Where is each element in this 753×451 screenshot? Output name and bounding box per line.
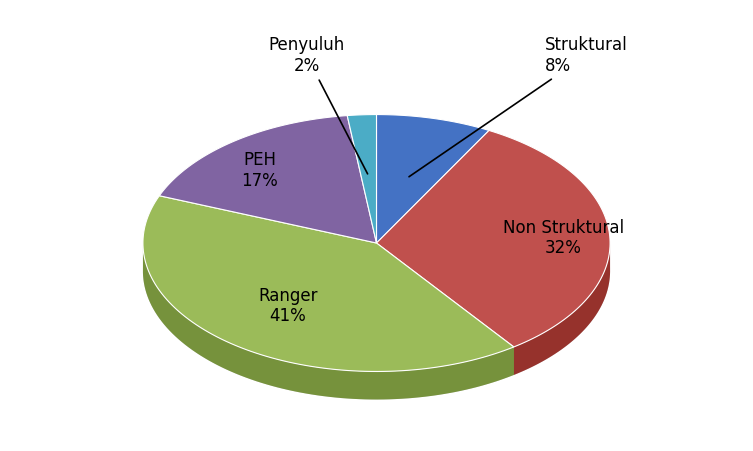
- Polygon shape: [160, 115, 376, 243]
- Polygon shape: [376, 243, 514, 375]
- Polygon shape: [347, 115, 376, 243]
- Text: Penyuluh
2%: Penyuluh 2%: [268, 36, 367, 174]
- Polygon shape: [376, 130, 610, 347]
- Polygon shape: [143, 245, 514, 400]
- Text: Ranger
41%: Ranger 41%: [258, 286, 318, 325]
- Polygon shape: [376, 115, 489, 243]
- Ellipse shape: [143, 143, 610, 400]
- Polygon shape: [143, 196, 514, 372]
- Polygon shape: [376, 243, 514, 375]
- Text: PEH
17%: PEH 17%: [241, 152, 278, 190]
- Text: Non Struktural
32%: Non Struktural 32%: [502, 219, 623, 258]
- Polygon shape: [514, 244, 610, 375]
- Text: Struktural
8%: Struktural 8%: [409, 36, 627, 177]
